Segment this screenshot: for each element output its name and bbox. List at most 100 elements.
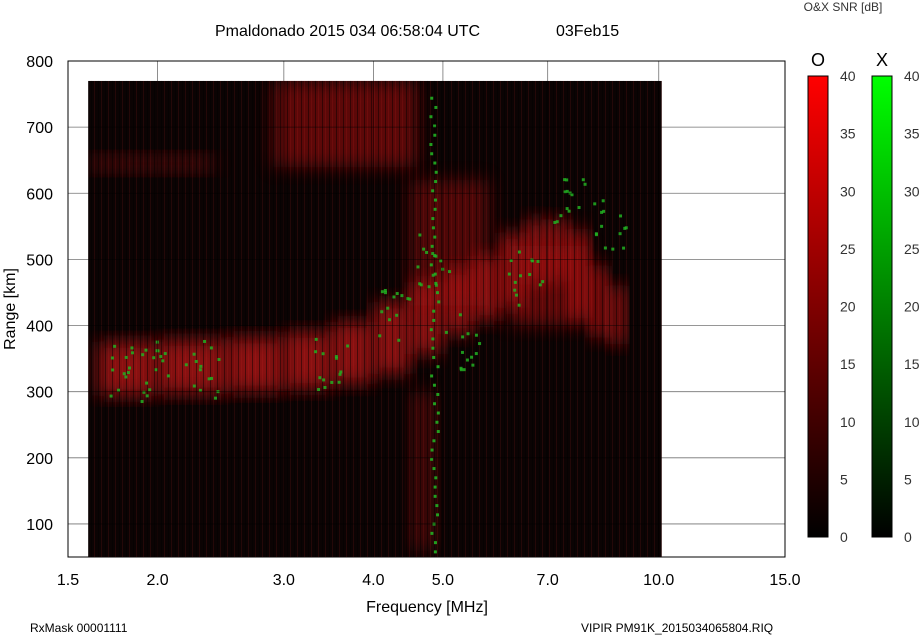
x-echo-point (538, 283, 542, 287)
x-echo-point (378, 334, 382, 338)
x-echo-point (593, 202, 597, 206)
x-echo-point (594, 232, 598, 236)
y-tick-label: 100 (26, 517, 53, 534)
x-echo-point (418, 233, 422, 237)
x-echo-point (130, 351, 134, 355)
x-echo-point (122, 372, 126, 376)
x-echo-point (435, 291, 439, 295)
colorbar-name: O (811, 50, 825, 70)
x-echo-point (321, 352, 325, 356)
x-echo-point (435, 420, 439, 424)
colorbar-tick-label: 0 (840, 529, 848, 545)
x-echo-point (142, 390, 146, 394)
x-echo-point (334, 356, 338, 360)
grid-lines (68, 61, 785, 557)
x-echo-point (600, 210, 604, 214)
colorbar-tick-label: 10 (904, 414, 920, 430)
x-echo-point (214, 396, 218, 400)
x-echo-point (422, 247, 426, 251)
x-echo-point (583, 182, 587, 186)
x-echo-point (330, 380, 334, 384)
x-echo-point (600, 224, 604, 228)
y-tick-label: 800 (26, 54, 53, 71)
x-echo-point (144, 348, 148, 352)
x-echo-point (509, 259, 513, 263)
x-echo-point (618, 232, 622, 236)
colorbar-title: O&X SNR [dB] (804, 0, 883, 14)
x-echo-point (555, 220, 559, 224)
x-tick-label: 5.0 (432, 572, 454, 589)
x-axis-label: Frequency [MHz] (366, 599, 488, 616)
x-echo-point (433, 402, 437, 406)
echo-image (88, 80, 662, 557)
x-echo-point (478, 342, 482, 346)
x-echo-point (434, 170, 438, 174)
x-echo-point (339, 370, 343, 374)
colorbars: O 0 5 10 15 20 25 30 35 40 X 0 5 10 15 20 25 30 35 40 (807, 50, 920, 545)
x-echo-point (109, 394, 113, 398)
x-echo-point (536, 259, 540, 263)
x-echo-point (395, 292, 399, 296)
x-echo-point (434, 283, 438, 287)
x-echo-point (433, 161, 437, 165)
x-echo-point (611, 247, 615, 251)
x-echo-point (430, 96, 434, 100)
x-echo-point (458, 313, 462, 317)
colorbar-tick-label: 30 (840, 183, 856, 199)
x-echo-point (432, 439, 436, 443)
colorbar-tick-label: 5 (904, 471, 912, 487)
x-echo-point (559, 214, 563, 218)
x-echo-point (141, 353, 145, 357)
x-tick-label: 10.0 (643, 572, 674, 589)
x-echo-point (192, 352, 196, 356)
x-echo-point (419, 283, 423, 287)
x-echo-point (622, 246, 626, 250)
x-echo-point (433, 494, 437, 498)
x-echo-point (198, 368, 202, 372)
x-echo-point (563, 190, 567, 194)
x-echo-point (156, 349, 160, 353)
x-echo-point (437, 300, 441, 304)
x-echo-point (127, 366, 131, 370)
x-echo-point (113, 344, 117, 348)
x-echo-point (471, 363, 475, 367)
x-echo-point (209, 346, 213, 350)
x-echo-point (431, 189, 435, 193)
x-echo-point (563, 178, 567, 182)
colorbar-tick-label: 20 (904, 299, 920, 315)
x-echo-point (207, 377, 211, 381)
x-tick-label: 1.5 (57, 572, 79, 589)
x-echo-point (432, 318, 436, 322)
x-echo-point (581, 178, 585, 182)
x-echo-point (430, 244, 434, 248)
rxmask-label: RxMask 00001111 (30, 621, 128, 635)
x-echo-point (461, 335, 465, 339)
x-echo-point (434, 281, 438, 285)
x-echo-point (318, 376, 322, 380)
x-echo-point (386, 306, 390, 310)
x-echo-point (507, 272, 511, 276)
x-echo-point (431, 273, 435, 277)
x-echo-point (431, 346, 435, 350)
x-echo-point (334, 355, 338, 359)
y-axis-ticks: 100 200 300 400 500 600 700 800 (26, 54, 53, 534)
colorbar-tick-label: 20 (840, 299, 856, 315)
x-echo-point (166, 374, 170, 378)
colorbar-tick-label: 5 (840, 471, 848, 487)
x-echo-point (603, 246, 607, 250)
x-echo-point (528, 272, 532, 276)
x-axis-ticks: 1.5 2.0 3.0 4.0 5.0 7.0 10.0 15.0 (57, 572, 801, 589)
colorbar-tick-label: 40 (904, 68, 920, 84)
x-echo-point (601, 199, 605, 203)
y-tick-label: 200 (26, 451, 53, 468)
x-echo-point (431, 252, 435, 256)
x-echo-point (154, 368, 158, 372)
y-tick-label: 300 (26, 385, 53, 402)
x-echo-point (513, 288, 517, 292)
x-echo-point (400, 294, 404, 298)
x-echo-point (433, 207, 437, 211)
x-echo-point (163, 352, 167, 356)
x-echo-point (126, 371, 130, 375)
x-echo-point (124, 375, 128, 379)
x-echo-point (433, 272, 437, 276)
